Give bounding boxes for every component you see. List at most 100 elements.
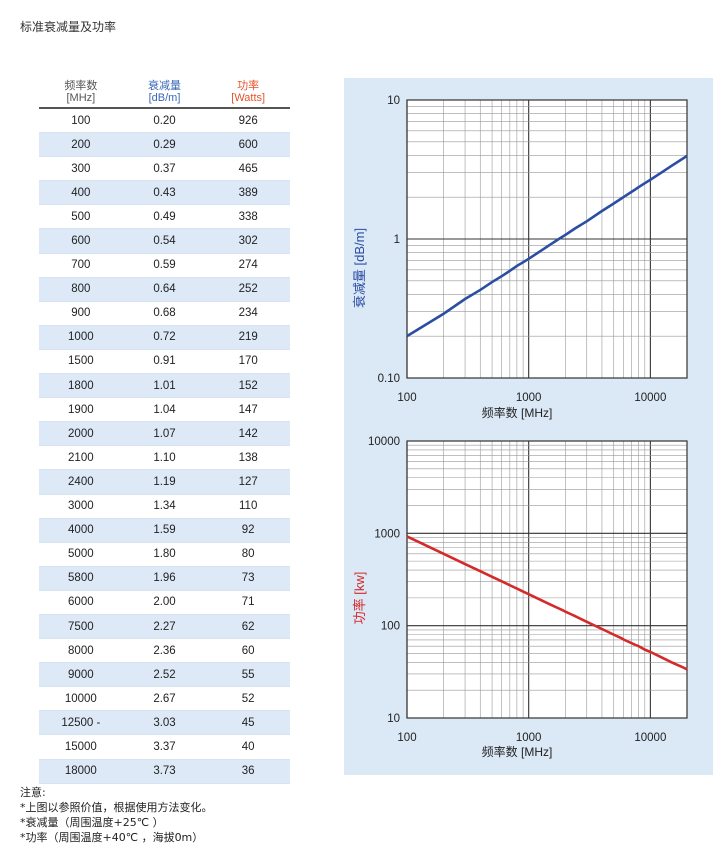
cell-attenuation: 0.54 — [153, 235, 176, 248]
cell-attenuation: 1.07 — [153, 427, 176, 440]
table-row: 1000 0.72 219 — [39, 325, 290, 350]
cell-power: 926 — [238, 114, 258, 127]
cell-power: 45 — [241, 716, 255, 729]
cell-attenuation: 0.37 — [153, 162, 176, 175]
cell-power: 92 — [241, 524, 255, 537]
series-line — [406, 535, 688, 671]
table-row: 600 0.54 302 — [39, 229, 290, 254]
note-2: *衰减量（周围温度+25℃ ） — [20, 816, 164, 829]
cell-power: 389 — [238, 186, 258, 199]
y-tick-label: 1 — [394, 234, 400, 246]
cell-frequency: 18000 — [64, 765, 97, 778]
cell-attenuation: 0.20 — [153, 114, 176, 127]
cell-attenuation: 3.37 — [153, 740, 176, 753]
header-frequency-name: 频率数 — [64, 80, 98, 92]
x-tick-label: 100 — [397, 732, 416, 744]
cell-frequency: 9000 — [68, 668, 94, 681]
table-row: 5800 1.96 73 — [39, 566, 290, 591]
table-row: 5000 1.80 80 — [39, 543, 290, 567]
cell-frequency: 2000 — [68, 427, 94, 440]
cell-attenuation: 1.10 — [153, 451, 176, 464]
cell-frequency: 400 — [71, 186, 91, 199]
cell-power: 71 — [241, 596, 255, 609]
cell-frequency: 1000 — [68, 331, 94, 344]
table-row: 15000 3.37 40 — [39, 735, 290, 760]
cell-power: 219 — [238, 331, 258, 344]
plot-area — [407, 441, 687, 718]
cell-power: 55 — [241, 668, 255, 681]
cell-frequency: 3000 — [68, 500, 94, 513]
y-axis-label: 功率 [kw] — [352, 572, 367, 625]
plot-frame — [406, 440, 688, 719]
y-tick-label: 10000 — [368, 436, 400, 448]
x-tick-label: 100 — [397, 392, 416, 404]
spec-table: 频率数 [MHz] 衰减量 [dB/m] 功率 [Watts] 100 0.20 9… — [39, 80, 290, 784]
chart-2: 100 1000 10000 10 100 1000 10000 频率数 [MHz] 功率 [k… — [352, 436, 688, 759]
cell-frequency: 15000 — [64, 740, 97, 753]
header-power-unit: [Watts] — [231, 92, 266, 104]
table-row: 10000 2.67 52 — [39, 687, 290, 712]
cell-power: 73 — [241, 572, 255, 585]
cell-frequency: 2400 — [68, 475, 94, 488]
cell-attenuation: 0.64 — [153, 283, 176, 296]
header-attenuation-unit: [dB/m] — [148, 92, 181, 104]
cell-power: 274 — [238, 259, 258, 272]
cell-frequency: 10000 — [64, 692, 97, 705]
y-tick-label: 10 — [387, 95, 400, 107]
table-row: 2000 1.07 142 — [39, 422, 290, 447]
cell-frequency: 600 — [71, 235, 91, 248]
table-row: 2100 1.10 138 — [39, 446, 290, 471]
cell-power: 127 — [238, 475, 258, 488]
table-row: 6000 2.00 71 — [39, 591, 290, 615]
y-axis-label: 衰减量 [dB/m] — [352, 228, 367, 308]
cell-power: 40 — [241, 740, 255, 753]
cell-attenuation: 0.68 — [153, 307, 176, 320]
cell-power: 52 — [241, 692, 255, 705]
header-power: 功率 [Watts] — [206, 80, 290, 107]
cell-power: 302 — [238, 235, 258, 248]
x-tick-label: 1000 — [516, 732, 542, 744]
cell-attenuation: 3.73 — [153, 765, 176, 778]
cell-power: 147 — [238, 403, 258, 416]
cell-frequency: 500 — [71, 210, 91, 223]
table-body: 100 0.20 926 200 0.29 600 300 0.37 465 400 0.43 389… — [39, 109, 290, 784]
cell-power: 338 — [238, 210, 258, 223]
header-attenuation: 衰减量 [dB/m] — [123, 80, 207, 107]
x-axis-label: 频率数 [MHz] — [482, 744, 553, 759]
x-tick-label: 1000 — [516, 392, 542, 404]
table-row: 4000 1.59 92 — [39, 518, 290, 543]
table-row: 300 0.37 465 — [39, 157, 290, 182]
cell-attenuation: 0.72 — [153, 331, 176, 344]
table-row: 700 0.59 274 — [39, 254, 290, 278]
charts-svg: 100 1000 10000 0.10 1 10 频率数 [MHz] 衰减量 [dB/m] 10… — [352, 95, 688, 759]
notes-heading: 注意: — [20, 786, 46, 799]
table-row: 100 0.20 926 — [39, 109, 290, 134]
header-frequency: 频率数 [MHz] — [39, 80, 123, 107]
cell-frequency: 6000 — [68, 596, 94, 609]
y-tick-label: 0.10 — [378, 373, 400, 385]
header-power-name: 功率 — [237, 80, 260, 92]
table-row: 18000 3.73 36 — [39, 759, 290, 784]
chart-panel: 100 1000 10000 0.10 1 10 频率数 [MHz] 衰减量 [dB/m] 10… — [344, 78, 713, 775]
note-3: *功率（周围温度+40℃ ，海拔0m） — [20, 831, 204, 844]
cell-attenuation: 3.03 — [153, 716, 176, 729]
header-attenuation-name: 衰减量 — [148, 80, 181, 92]
cell-power: 110 — [239, 500, 258, 513]
cell-power: 234 — [238, 307, 258, 320]
x-tick-label: 10000 — [634, 392, 666, 404]
table-row: 500 0.49 338 — [39, 205, 290, 230]
cell-attenuation: 2.27 — [153, 620, 176, 633]
cell-frequency: 1800 — [68, 379, 94, 392]
cell-frequency: 100 — [71, 114, 91, 127]
cell-frequency: 5000 — [68, 548, 94, 561]
cell-power: 80 — [241, 548, 255, 561]
cell-power: 600 — [238, 138, 258, 151]
cell-attenuation: 0.29 — [153, 138, 176, 151]
cell-frequency: 8000 — [68, 644, 94, 657]
cell-power: 252 — [238, 283, 258, 296]
cell-attenuation: 2.00 — [153, 596, 176, 609]
cell-attenuation: 1.01 — [153, 379, 176, 392]
cell-attenuation: 2.67 — [153, 692, 176, 705]
cell-attenuation: 1.96 — [153, 572, 176, 585]
cell-frequency: 900 — [71, 307, 91, 320]
